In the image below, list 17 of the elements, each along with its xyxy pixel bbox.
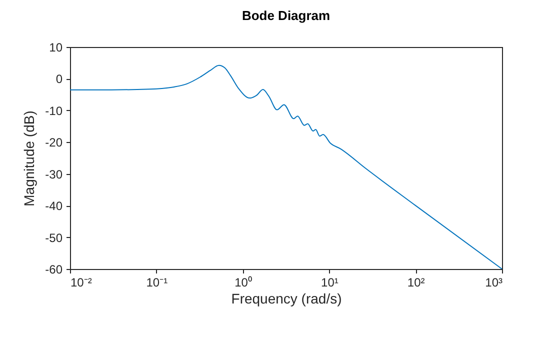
x-axis-title: Frequency (rad/s) [231,290,342,306]
x-tick-label: 10⁻² [70,276,92,290]
x-tick-label: 10⁰ [234,276,252,290]
x-tick-label: 10¹ [321,276,338,290]
y-tick-label: -50 [45,230,63,245]
y-tick-label: 10 [49,40,63,54]
y-tick-label: -30 [45,167,63,182]
y-tick-label: -20 [45,136,63,150]
y-tick-label: -10 [45,104,63,118]
x-tick-label: 10³ [485,276,503,290]
x-tick-label: 10² [407,276,425,290]
chart-title: Bode Diagram [242,8,330,23]
x-tick-label: 10⁻¹ [146,276,168,290]
y-tick-label: -40 [45,199,63,214]
y-tick-label: -60 [45,262,63,276]
y-tick-label: 0 [56,72,63,86]
y-axis-title: Magnitude (dB) [21,110,38,206]
